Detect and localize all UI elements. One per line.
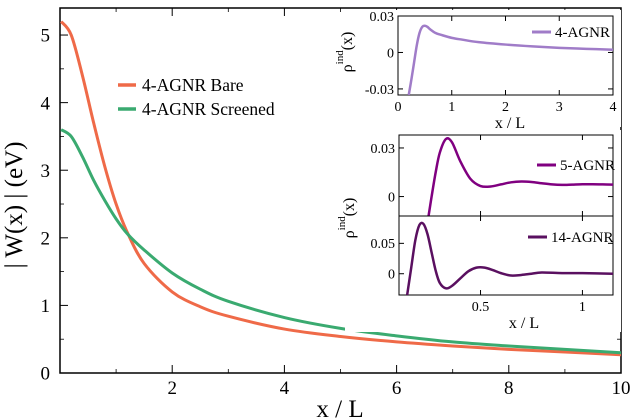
inset-bottom-lower-x-tick-label: 0.5 — [472, 300, 490, 315]
inset-top-x-tick-label: 3 — [556, 100, 563, 115]
main-y-tick-label: 0 — [41, 364, 51, 385]
main-x-tick-label: 10 — [612, 378, 631, 399]
inset-bottom-upper-series-line-5-agnr — [427, 137, 613, 216]
main-y-tick-label: 4 — [41, 93, 51, 114]
inset-bottom-lower-legend-label: 14-AGNR — [551, 230, 614, 246]
inset-top-y-axis-label: ρind(x) — [334, 32, 356, 73]
legend-label: 4-AGNR Bare — [142, 75, 244, 95]
inset-bottom-lower-series-line-14-agnr — [405, 221, 613, 295]
inset-bottom-lower-y-tick-label: 0 — [388, 268, 395, 283]
main-y-tick-label: 3 — [41, 161, 51, 182]
inset-bottom-plot-layer: 0 0.03 0.5 1 0 0.05 5-AGNR 14-AGNR — [371, 134, 615, 315]
inset-top-x-tick-label: 2 — [502, 100, 509, 115]
main-y-axis-label: | W(x) | (eV) — [1, 142, 28, 269]
inset-top-y-tick-label: -0.03 — [365, 83, 394, 98]
inset-bottom-lower-frame — [398, 215, 614, 296]
inset-top-y-tick-label: 0.03 — [370, 10, 395, 25]
main-x-tick-label: 6 — [392, 378, 402, 399]
inset-bottom-upper-legend-label: 5-AGNR — [560, 158, 615, 174]
main-y-tick-label: 2 — [41, 228, 51, 249]
inset-top-legend-label: 4-AGNR — [555, 25, 610, 41]
main-series-line-4-agnr-screened — [60, 128, 621, 355]
inset-bottom-lower-x-tick-label: 1 — [579, 300, 586, 315]
legend-label: 4-AGNR Screened — [142, 99, 275, 119]
main-x-tick-label: 4 — [280, 378, 290, 399]
main-series-line-4-agnr-bare — [60, 20, 621, 357]
inset-top-series-line-4-agnr — [407, 24, 613, 95]
inset-top-x-axis-label: x / L — [495, 115, 525, 132]
main-x-tick-label: 2 — [167, 378, 177, 399]
inset-top-x-tick-label: 0 — [395, 100, 402, 115]
main-y-tick-label: 1 — [41, 296, 51, 317]
main-x-tick-label: 8 — [504, 378, 514, 399]
inset-bottom-lower-y-tick-label: 0.05 — [371, 237, 396, 252]
inset-bottom-upper-y-tick-label: 0.03 — [371, 142, 396, 157]
inset-bottom-upper-y-tick-label: 0 — [388, 190, 395, 205]
inset-top-x-tick-label: 1 — [448, 100, 455, 115]
main-x-axis-label: x / L — [316, 396, 363, 420]
inset-bottom-x-axis-label: x / L — [509, 315, 539, 332]
main-y-tick-label: 5 — [41, 26, 51, 47]
inset-top-y-tick-label: 0 — [387, 46, 394, 61]
inset-top-x-tick-label: 4 — [610, 100, 617, 115]
